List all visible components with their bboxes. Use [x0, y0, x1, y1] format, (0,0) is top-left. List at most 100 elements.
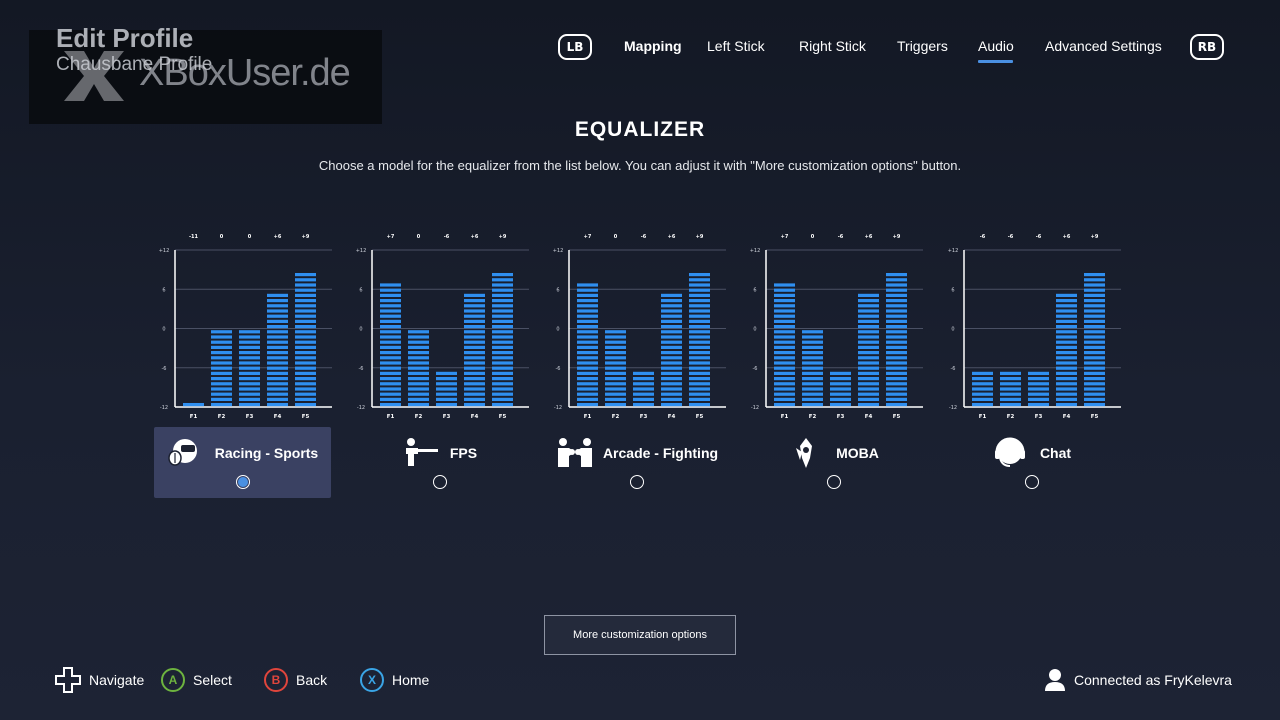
- eq-bar-segment: [380, 314, 401, 318]
- eq-bar-segment: [267, 366, 288, 370]
- eq-bar-segment: [1028, 387, 1049, 391]
- eq-bar-segment: [295, 319, 316, 323]
- b-button-icon: B: [264, 668, 288, 692]
- footer-home[interactable]: X Home: [360, 668, 429, 692]
- eq-chart: +12 6 0 -6 -12 -6 F1 -6 F2 -6 F3 +6 F4 +9 F5: [948, 234, 1121, 420]
- eq-bar-segment: [605, 361, 626, 365]
- eq-bar-segment: [1056, 377, 1077, 381]
- eq-bar-segment: [436, 377, 457, 381]
- preset-arcade-fighting[interactable]: +12 6 0 -6 -12 +7 F1 0 F2 -6 F3 +6 F4 +9 F5 Arcade - Fi…: [548, 220, 728, 500]
- bar-value-label: +9: [893, 234, 901, 240]
- x-tick-label: F1: [387, 414, 395, 420]
- tab-right-stick[interactable]: Right Stick: [799, 38, 866, 54]
- y-tick-label: -12: [751, 405, 759, 411]
- eq-bar-segment: [577, 356, 598, 360]
- eq-chart: +12 6 0 -6 -12 +7 F1 0 F2 -6 F3 +6 F4 +9 F5: [553, 234, 726, 420]
- preset-radio[interactable]: [630, 475, 644, 489]
- eq-bar-segment: [774, 356, 795, 360]
- bar-value-label: +6: [274, 234, 282, 240]
- eq-bar-segment: [492, 351, 513, 355]
- eq-bar-segment: [408, 387, 429, 391]
- lb-bumper-button[interactable]: LB: [558, 34, 592, 60]
- eq-bar-segment: [577, 351, 598, 355]
- bar-value-label: -6: [980, 234, 986, 240]
- eq-bar-segment: [1084, 304, 1105, 308]
- footer-select[interactable]: A Select: [161, 668, 232, 692]
- eq-bar-segment: [858, 397, 879, 401]
- bar-value-label: +7: [781, 234, 789, 240]
- eq-bar-segment: [830, 387, 851, 391]
- eq-bar-segment: [1056, 293, 1077, 297]
- y-tick-label: +12: [948, 248, 959, 254]
- eq-bar-segment: [802, 361, 823, 365]
- eq-bar-segment: [605, 403, 626, 407]
- eq-bar-segment: [689, 335, 710, 339]
- eq-bar-segment: [577, 361, 598, 365]
- eq-bar: [239, 330, 260, 407]
- eq-bar-segment: [886, 397, 907, 401]
- preset-radio[interactable]: [1025, 475, 1039, 489]
- eq-bar-segment: [858, 309, 879, 313]
- eq-bar-segment: [633, 392, 654, 396]
- bar-value-label: -6: [838, 234, 844, 240]
- rb-bumper-button[interactable]: RB: [1190, 34, 1224, 60]
- eq-bar-segment: [492, 366, 513, 370]
- eq-bar-segment: [661, 397, 682, 401]
- eq-bar: [858, 293, 879, 407]
- eq-bar-segment: [295, 283, 316, 287]
- eq-bar-segment: [492, 335, 513, 339]
- eq-bar-segment: [436, 397, 457, 401]
- preset-fps[interactable]: +12 6 0 -6 -12 +7 F1 0 F2 -6 F3 +6 F4 +9 F5 FPS: [351, 220, 531, 500]
- eq-bar-segment: [886, 403, 907, 407]
- preset-radio[interactable]: [433, 475, 447, 489]
- eq-bar-segment: [886, 366, 907, 370]
- preset-moba[interactable]: +12 6 0 -6 -12 +7 F1 0 F2 -6 F3 +6 F4 +9 F5 MOBA: [745, 220, 925, 500]
- eq-bar-segment: [464, 361, 485, 365]
- eq-bar-segment: [492, 371, 513, 375]
- eq-bar-segment: [661, 403, 682, 407]
- eq-bar-segment: [1028, 397, 1049, 401]
- eq-bar-segment: [295, 330, 316, 334]
- tab-left-stick[interactable]: Left Stick: [707, 38, 765, 54]
- tab-triggers[interactable]: Triggers: [897, 38, 948, 54]
- eq-bar-segment: [380, 351, 401, 355]
- eq-bar-segment: [464, 330, 485, 334]
- eq-bar-segment: [689, 361, 710, 365]
- preset-chat[interactable]: +12 6 0 -6 -12 -6 F1 -6 F2 -6 F3 +6 F4 +9 F5 Chat: [943, 220, 1123, 500]
- eq-bar-segment: [886, 283, 907, 287]
- eq-bar-segment: [661, 361, 682, 365]
- eq-bar-segment: [211, 403, 232, 407]
- preset-label-row: FPS: [351, 435, 528, 471]
- eq-bar-segment: [295, 335, 316, 339]
- x-tick-label: F2: [1007, 414, 1015, 420]
- equalizer-title: EQUALIZER: [574, 118, 706, 141]
- footer-back[interactable]: B Back: [264, 668, 327, 692]
- tab-audio[interactable]: Audio: [978, 38, 1014, 54]
- eq-bar: [802, 330, 823, 407]
- eq-bar-segment: [464, 387, 485, 391]
- eq-bar-segment: [464, 382, 485, 386]
- eq-bar-segment: [886, 299, 907, 303]
- eq-bar-segment: [436, 387, 457, 391]
- eq-bar-segment: [211, 361, 232, 365]
- eq-bar-segment: [858, 325, 879, 329]
- eq-bar-segment: [633, 387, 654, 391]
- tab-mapping[interactable]: Mapping: [624, 38, 682, 54]
- eq-bar-segment: [886, 351, 907, 355]
- eq-bar-segment: [380, 299, 401, 303]
- eq-bar-segment: [577, 377, 598, 381]
- preset-radio[interactable]: [236, 475, 250, 489]
- eq-bar-segment: [605, 382, 626, 386]
- eq-bar-segment: [774, 299, 795, 303]
- tab-advanced-settings[interactable]: Advanced Settings: [1045, 38, 1162, 54]
- eq-bar-segment: [886, 304, 907, 308]
- eq-bar-segment: [267, 387, 288, 391]
- eq-bar-segment: [689, 278, 710, 282]
- eq-bar-segment: [408, 371, 429, 375]
- preset-radio[interactable]: [827, 475, 841, 489]
- more-customization-button[interactable]: More customization options: [544, 615, 736, 655]
- preset-racing-sports[interactable]: +12 6 0 -6 -12 -11 F1 0 F2 0 F3 +6 F4 +9 F5 Racing - Sp…: [154, 220, 334, 500]
- eq-bar-segment: [661, 293, 682, 297]
- eq-bar-segment: [886, 340, 907, 344]
- eq-bar-segment: [802, 403, 823, 407]
